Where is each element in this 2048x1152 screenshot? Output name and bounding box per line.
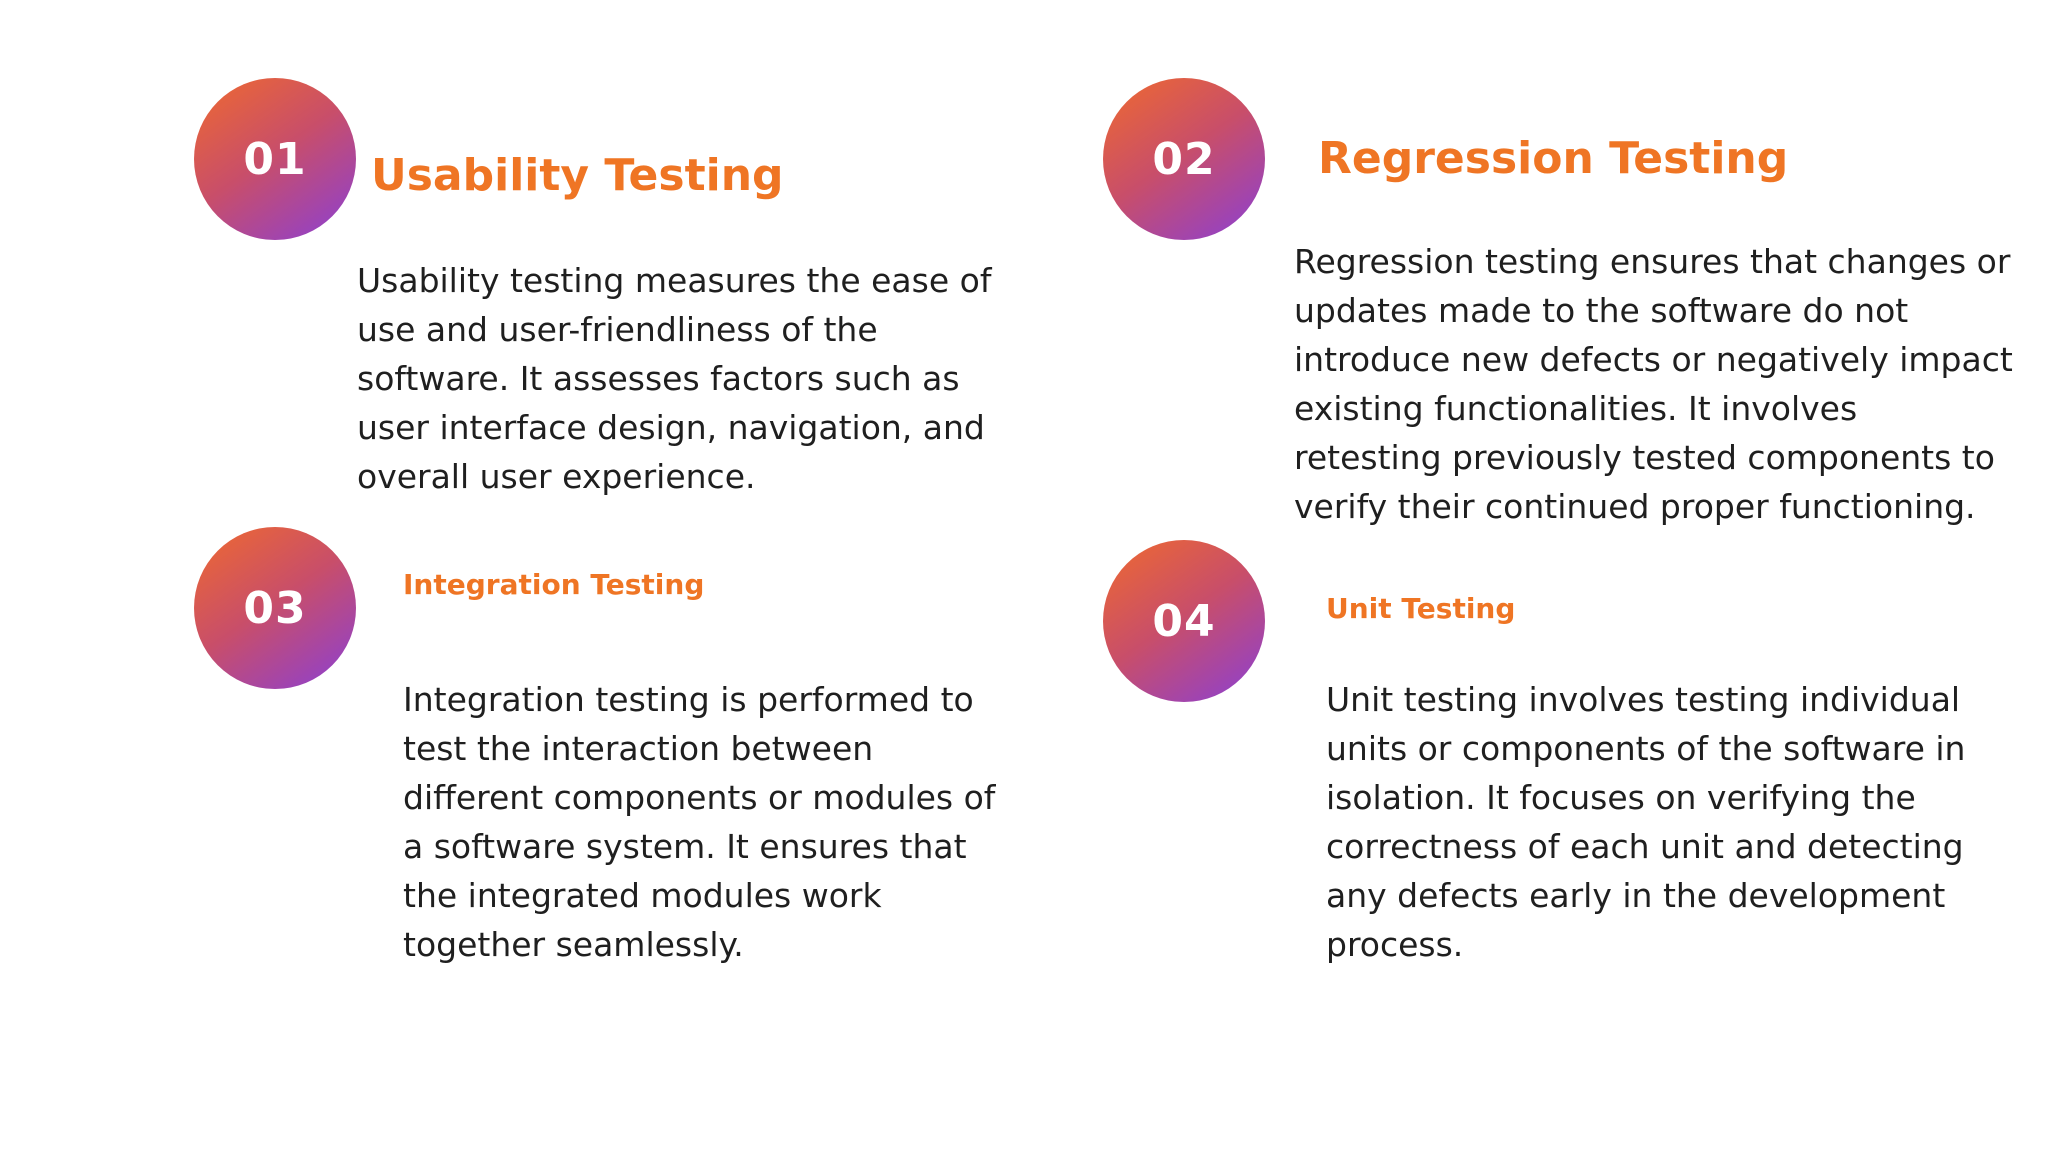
unit-testing-title: Unit Testing [1326, 592, 1516, 625]
step-number: 04 [1152, 595, 1216, 647]
step-badge-03: 03 [194, 527, 356, 689]
integration-testing-title: Integration Testing [403, 568, 705, 601]
integration-testing-description: Integration testing is performed to test… [403, 680, 996, 964]
step-badge-02: 02 [1103, 78, 1265, 240]
step-number: 03 [243, 582, 307, 634]
usability-testing-description: Usability testing measures the ease of u… [357, 261, 992, 496]
regression-testing-description: Regression testing ensures that changes … [1294, 242, 2013, 526]
unit-testing-description: Unit testing involves testing individual… [1326, 680, 1966, 964]
regression-testing-title: Regression Testing [1318, 133, 1789, 184]
step-number: 01 [243, 133, 307, 185]
step-number: 02 [1152, 133, 1216, 185]
step-badge-04: 04 [1103, 540, 1265, 702]
step-badge-01: 01 [194, 78, 356, 240]
usability-testing-title: Usability Testing [371, 150, 784, 201]
